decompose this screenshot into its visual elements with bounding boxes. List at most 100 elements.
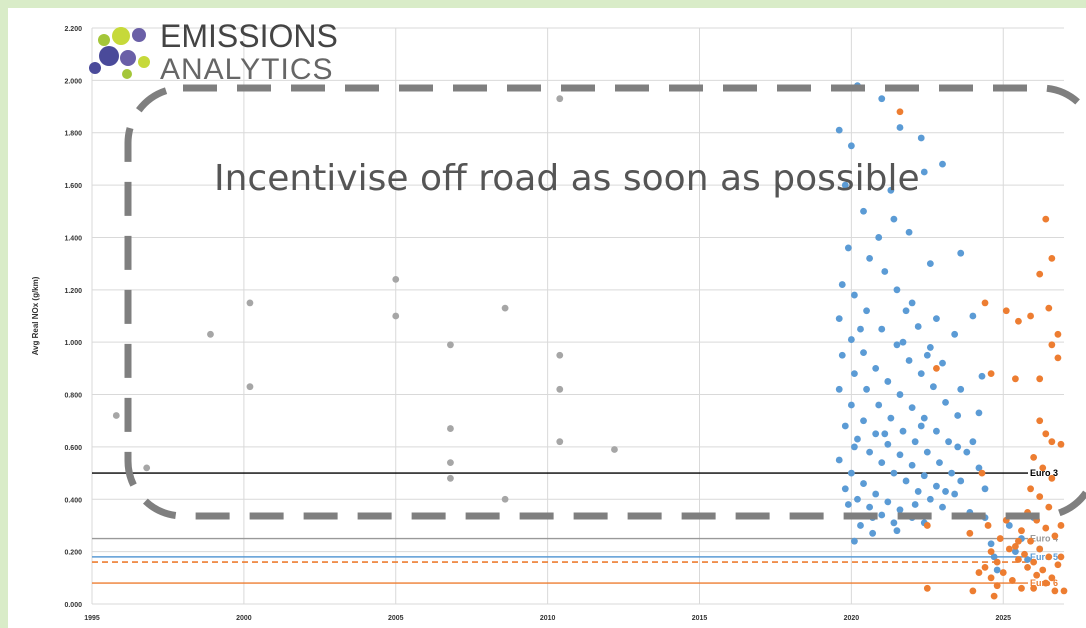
data-point xyxy=(1042,430,1050,438)
data-point xyxy=(875,401,883,409)
data-point xyxy=(993,558,1001,566)
data-point xyxy=(893,341,901,349)
data-point xyxy=(872,364,880,372)
data-point xyxy=(1024,556,1031,563)
data-point xyxy=(857,325,864,333)
data-point xyxy=(866,448,873,456)
data-point xyxy=(926,260,934,268)
data-point xyxy=(143,464,151,472)
data-point xyxy=(835,456,843,464)
data-point xyxy=(963,448,971,456)
data-point xyxy=(1005,545,1013,553)
data-point xyxy=(993,566,1001,574)
data-point xyxy=(978,469,986,477)
y-tick-label: 1.800 xyxy=(64,131,82,138)
data-point xyxy=(447,474,454,482)
data-point xyxy=(851,370,858,377)
data-point xyxy=(942,399,949,406)
data-point xyxy=(893,286,901,294)
data-point xyxy=(887,186,895,194)
data-point xyxy=(844,501,852,508)
data-point xyxy=(969,438,977,446)
data-point xyxy=(611,446,618,453)
data-point xyxy=(881,268,889,275)
data-point xyxy=(1048,255,1056,262)
data-point xyxy=(957,249,965,257)
y-tick-label: 0.000 xyxy=(64,602,82,609)
logo-dot xyxy=(98,34,110,46)
data-point xyxy=(1036,375,1044,383)
euro-line-label: Euro 3 xyxy=(1030,468,1058,478)
data-point xyxy=(207,330,214,338)
data-point xyxy=(556,385,564,393)
data-point xyxy=(984,522,992,529)
annotation-text: Incentivise off road as soon as possible xyxy=(214,158,920,199)
data-point xyxy=(1060,587,1068,595)
annotation-dashed-box xyxy=(124,84,1086,520)
data-point xyxy=(951,490,959,498)
data-point xyxy=(860,349,867,357)
data-point xyxy=(923,522,931,529)
data-point xyxy=(1051,532,1059,540)
data-point xyxy=(869,529,877,537)
data-point xyxy=(1057,522,1065,529)
data-point xyxy=(847,401,855,409)
data-point xyxy=(878,325,886,333)
data-point xyxy=(917,134,925,142)
y-axis-label: Avg Real NOx (g/km) xyxy=(31,276,40,355)
data-point xyxy=(854,435,861,443)
logo-dot xyxy=(120,50,136,66)
logo-line-2: ANALYTICS xyxy=(160,53,334,86)
data-point xyxy=(933,482,940,490)
data-point xyxy=(1054,561,1062,569)
data-point xyxy=(847,336,855,343)
data-point xyxy=(969,587,977,595)
data-point xyxy=(1042,579,1050,587)
data-point xyxy=(939,503,946,511)
data-point xyxy=(987,540,995,548)
data-point xyxy=(1039,464,1047,472)
data-point xyxy=(890,215,898,223)
data-point xyxy=(948,469,956,477)
emissions-analytics-logo: EMISSIONS ANALYTICS xyxy=(89,18,338,86)
data-point xyxy=(1054,330,1062,338)
data-point xyxy=(899,427,907,435)
data-point xyxy=(905,357,913,364)
data-point xyxy=(1021,550,1028,558)
euro-line-label: Euro 5 xyxy=(1030,552,1058,562)
data-point xyxy=(914,323,922,330)
data-point xyxy=(872,430,880,438)
data-point xyxy=(954,443,962,451)
data-point xyxy=(975,569,983,576)
data-point xyxy=(896,391,904,398)
data-point xyxy=(1012,375,1019,383)
data-point xyxy=(1036,493,1044,501)
data-point xyxy=(1042,215,1050,223)
data-point xyxy=(1005,522,1013,529)
data-point xyxy=(1039,566,1047,574)
y-tick-label: 2.000 xyxy=(64,78,82,85)
data-point xyxy=(838,281,846,288)
data-point xyxy=(923,584,931,592)
data-point xyxy=(847,469,855,477)
data-point xyxy=(1024,563,1031,571)
data-point xyxy=(1033,571,1041,579)
data-point xyxy=(447,341,454,349)
data-point xyxy=(917,370,925,377)
euro-line-label: Euro 4 xyxy=(1030,534,1058,544)
data-point xyxy=(1027,485,1034,493)
data-point xyxy=(969,312,977,320)
data-point xyxy=(957,477,965,485)
data-point xyxy=(905,228,913,236)
x-axis-ticks: 1995 2000 2005 2010 2015 2020 2025 xyxy=(84,615,1011,622)
data-point xyxy=(890,469,898,477)
data-point xyxy=(556,438,564,446)
data-point xyxy=(501,495,509,503)
data-point xyxy=(501,304,509,312)
data-point xyxy=(933,364,940,372)
data-point xyxy=(1018,584,1025,592)
data-point xyxy=(908,404,916,412)
data-point xyxy=(851,291,858,299)
data-point xyxy=(1027,312,1034,320)
logo-line-1: EMISSIONS xyxy=(160,18,338,54)
